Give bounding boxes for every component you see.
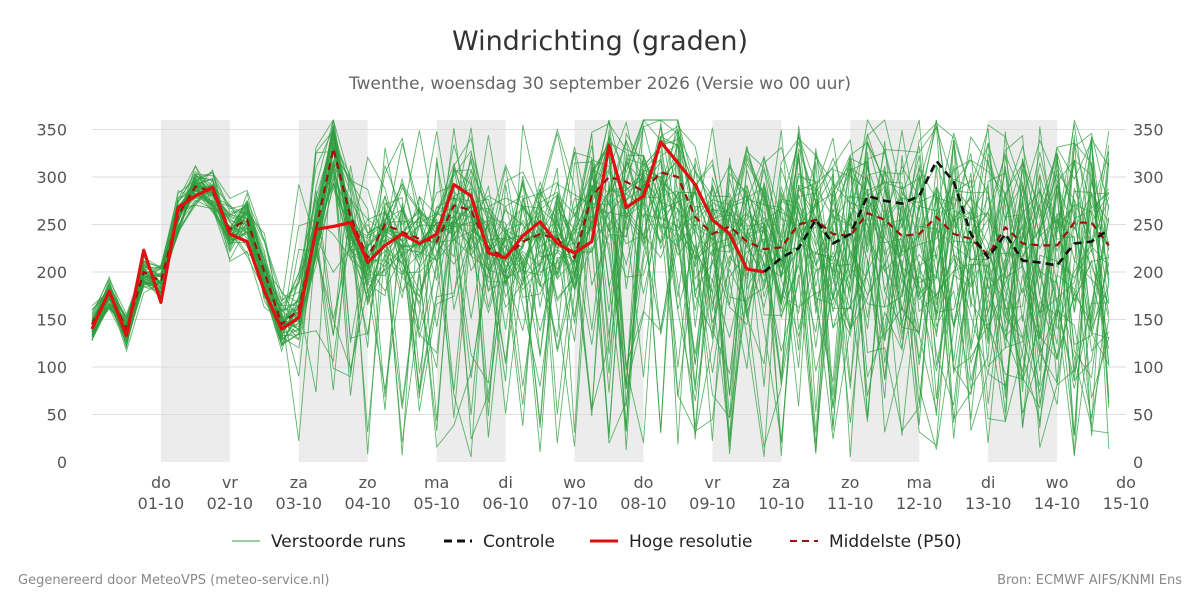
y-tick-label: 0 <box>1133 453 1143 472</box>
y-axis-left: 0 50 100 150 200 250 300 350 <box>36 121 67 473</box>
x-tick-weekday: vr <box>222 473 238 492</box>
median-line <box>91 147 1110 331</box>
x-tick-weekday: do <box>1116 473 1136 492</box>
x-tick-weekday: za <box>290 473 308 492</box>
ensemble-member-line <box>91 126 1110 455</box>
y-tick-label: 150 <box>36 311 67 330</box>
x-tick-date: 06-10 <box>482 494 529 513</box>
control-line <box>763 159 1110 274</box>
hires-line <box>90 140 765 338</box>
ensemble-member-line <box>91 132 1110 453</box>
legend-label-control: Controle <box>483 532 555 552</box>
x-tick-date: 07-10 <box>551 494 598 513</box>
x-tick-date: 15-10 <box>1103 494 1150 513</box>
x-tick-weekday: za <box>772 473 790 492</box>
main-series-lines <box>90 140 1110 338</box>
x-tick-date: 14-10 <box>1034 494 1081 513</box>
chart-subtitle: Twenthe, woensdag 30 september 2026 (Ver… <box>348 74 851 94</box>
legend-label-members: Verstoorde runs <box>271 532 406 552</box>
ensemble-member-line <box>91 127 1110 431</box>
y-tick-label: 100 <box>36 358 67 377</box>
x-tick-weekday: ma <box>907 473 932 492</box>
y-tick-label: 50 <box>47 406 67 425</box>
x-tick-date: 09-10 <box>689 494 736 513</box>
x-tick-date: 01-10 <box>138 494 185 513</box>
x-tick-weekday: zo <box>841 473 859 492</box>
x-axis: do 01-10 vr 02-10 za 03-10 zo 04-10 ma 05-10 di 06-… <box>138 473 1150 513</box>
legend-label-median: Middelste (P50) <box>829 532 962 552</box>
ensemble-member-line <box>91 133 1110 422</box>
footer-source-left: Gegenereerd door MeteoVPS (meteo-service… <box>18 573 329 588</box>
legend-label-hires: Hoge resolutie <box>629 532 753 552</box>
x-tick-weekday: wo <box>1046 473 1069 492</box>
y-tick-label: 100 <box>1133 358 1164 377</box>
x-tick-date: 04-10 <box>344 494 391 513</box>
ensemble-member-line <box>91 119 1110 427</box>
x-tick-date: 13-10 <box>965 494 1012 513</box>
x-tick-date: 12-10 <box>896 494 943 513</box>
x-tick-date: 11-10 <box>827 494 874 513</box>
ensemble-member-line <box>91 129 1110 444</box>
x-tick-weekday: zo <box>359 473 377 492</box>
x-tick-weekday: wo <box>563 473 586 492</box>
y-tick-label: 50 <box>1133 406 1153 425</box>
x-tick-weekday: di <box>498 473 513 492</box>
x-tick-weekday: vr <box>704 473 720 492</box>
legend: Verstoorde runs Controle Hoge resolutie Mid… <box>232 532 962 552</box>
y-tick-label: 250 <box>36 216 67 235</box>
y-tick-label: 300 <box>1133 168 1164 187</box>
footer-source-right: Bron: ECMWF AIFS/KNMI Ens <box>997 573 1182 588</box>
ensemble-member-line <box>91 130 1110 406</box>
y-tick-label: 200 <box>36 263 67 282</box>
x-tick-weekday: di <box>981 473 996 492</box>
y-tick-label: 150 <box>1133 311 1164 330</box>
y-axis-right: 0 50 100 150 200 250 300 350 <box>1133 121 1164 473</box>
y-tick-label: 0 <box>57 453 67 472</box>
ensemble-member-line <box>91 131 1110 433</box>
x-tick-weekday: ma <box>424 473 449 492</box>
y-tick-label: 350 <box>36 121 67 140</box>
chart-title: Windrichting (graden) <box>452 26 748 57</box>
x-tick-date: 03-10 <box>276 494 323 513</box>
y-tick-label: 250 <box>1133 216 1164 235</box>
x-tick-weekday: do <box>151 473 171 492</box>
x-tick-date: 02-10 <box>207 494 254 513</box>
x-tick-weekday: do <box>633 473 653 492</box>
y-tick-label: 200 <box>1133 263 1164 282</box>
x-tick-date: 08-10 <box>620 494 667 513</box>
y-tick-label: 350 <box>1133 121 1164 140</box>
x-tick-date: 05-10 <box>413 494 460 513</box>
x-tick-date: 10-10 <box>758 494 805 513</box>
y-tick-label: 300 <box>36 168 67 187</box>
